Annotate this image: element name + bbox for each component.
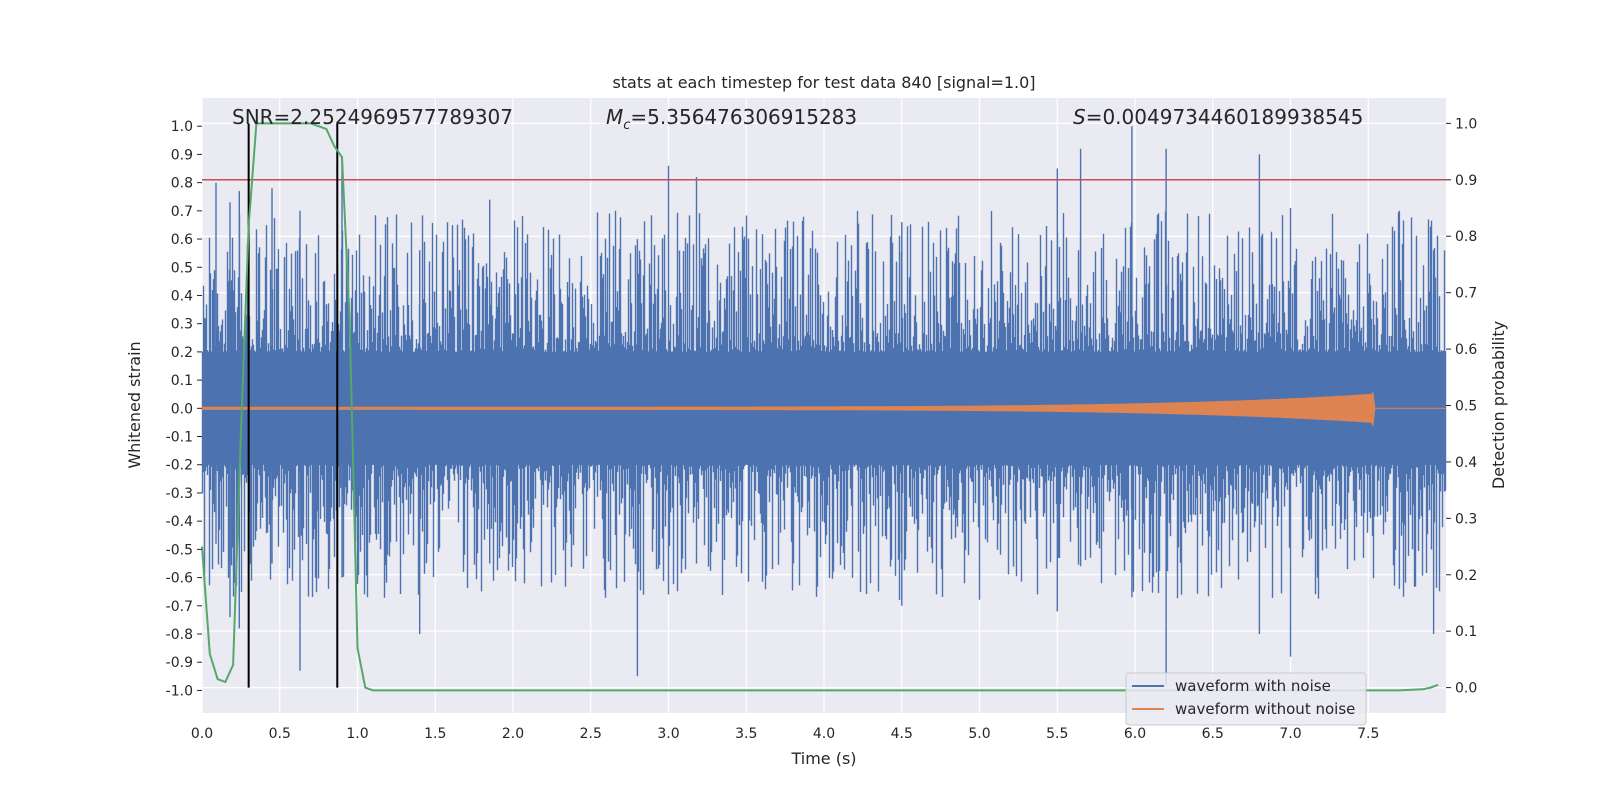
y-tick-label: -0.7 <box>166 599 193 615</box>
x-tick-label: 0.0 <box>191 726 213 742</box>
x-tick-label: 2.5 <box>580 726 602 742</box>
x-tick-label: 6.5 <box>1202 726 1224 742</box>
chirp-mass-annotation: Mc=5.356476306915283 <box>606 105 857 133</box>
s-annotation: S=0.004973446018993854​5 <box>1073 105 1363 129</box>
y-tick-label: -0.4 <box>166 514 193 530</box>
y-tick-label: -1.0 <box>166 683 193 699</box>
y2-tick-label: 0.0 <box>1455 681 1477 697</box>
x-tick-label: 1.0 <box>346 726 368 742</box>
legend-label-noise: waveform with noise <box>1175 677 1331 695</box>
y-tick-label: -0.8 <box>166 627 193 643</box>
y-axis-label: Whitened strain <box>125 341 144 468</box>
x-tick-label: 7.5 <box>1357 726 1379 742</box>
x-tick-label: 5.5 <box>1046 726 1068 742</box>
y-tick-label: 0.6 <box>171 232 193 248</box>
legend-box <box>1125 672 1367 726</box>
x-tick-label: 4.0 <box>813 726 835 742</box>
y2-tick-label: 0.7 <box>1455 286 1477 302</box>
y-tick-label: 0.9 <box>171 147 193 163</box>
y2-tick-label: 0.8 <box>1455 229 1477 245</box>
y2-tick-label: 0.1 <box>1455 624 1477 640</box>
x-tick-label: 3.5 <box>735 726 757 742</box>
y2-tick-label: 0.4 <box>1455 455 1477 471</box>
chirp-mass-value: =5.356476306915283 <box>630 105 857 129</box>
y2-tick-label: 0.2 <box>1455 568 1477 584</box>
chirp-mass-subscript: c <box>623 118 630 133</box>
y-tick-label: -0.5 <box>166 542 193 558</box>
y-tick-label: 1.0 <box>171 119 193 135</box>
y-tick-label: 0.1 <box>171 373 193 389</box>
y-tick-label: 0.2 <box>171 345 193 361</box>
x-tick-label: 0.5 <box>269 726 291 742</box>
x-tick-label: 5.0 <box>968 726 990 742</box>
y-tick-label: -0.6 <box>166 571 193 587</box>
y-tick-label: 0.0 <box>171 401 193 417</box>
y-tick-label: 0.8 <box>171 176 193 192</box>
y-tick-label: -0.2 <box>166 458 193 474</box>
x-tick-label: 3.0 <box>657 726 679 742</box>
x-axis-label: Time (s) <box>790 749 856 768</box>
x-axis-ticks: 0.0 0.5 1.0 1.5 2.0 2.5 3.0 3.5 4.0 4.5 5.0 5.5 6.0 6… <box>191 726 1380 742</box>
series-waveform-without-noise <box>201 391 1446 427</box>
s-value: =0.004973446018993854​5 <box>1086 105 1364 129</box>
y-tick-label: -0.9 <box>166 655 193 671</box>
y-tick-label: 0.7 <box>171 204 193 220</box>
legend: waveform with noise waveform without noi… <box>1125 672 1367 726</box>
y-tick-label: 0.4 <box>171 288 193 304</box>
y2-tick-label: 0.3 <box>1455 511 1477 527</box>
x-tick-label: 4.5 <box>891 726 913 742</box>
s-symbol: S <box>1073 105 1086 129</box>
chirp-envelope <box>201 391 1376 427</box>
y2-tick-label: 0.9 <box>1455 173 1477 189</box>
legend-label-clean: waveform without noise <box>1175 700 1355 718</box>
y-axis-ticks: 1.0 0.9 0.8 0.7 0.6 0.5 0.4 0.3 0.2 0.1 0.0 -0.1 -0.… <box>166 119 202 699</box>
x-tick-label: 6.0 <box>1124 726 1146 742</box>
snr-annotation: SNR=2.2524969577789307 <box>232 105 513 129</box>
x-tick-label: 1.5 <box>424 726 446 742</box>
y2-tick-label: 1.0 <box>1455 116 1477 132</box>
chirp-mass-symbol: M <box>606 105 623 129</box>
y-tick-label: 0.3 <box>171 317 193 333</box>
y-tick-label: -0.1 <box>166 430 193 446</box>
y2-axis-label: Detection probability <box>1489 321 1508 489</box>
y2-tick-label: 0.6 <box>1455 342 1477 358</box>
x-tick-label: 2.0 <box>502 726 524 742</box>
y2-tick-label: 0.5 <box>1455 399 1477 415</box>
y-tick-label: 0.5 <box>171 260 193 276</box>
y-tick-label: -0.3 <box>166 486 193 502</box>
x-tick-label: 7.0 <box>1279 726 1301 742</box>
chart-title: stats at each timestep for test data 840… <box>612 73 1035 92</box>
y2-axis-ticks: 1.0 0.9 0.8 0.7 0.6 0.5 0.4 0.3 0.2 0.1 0.0 <box>1446 116 1477 697</box>
